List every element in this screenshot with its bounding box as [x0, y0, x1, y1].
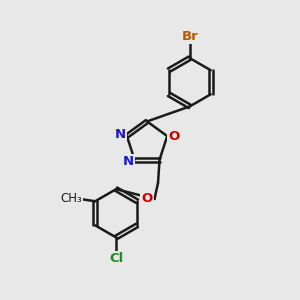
Text: O: O	[142, 193, 153, 206]
Text: Cl: Cl	[109, 252, 123, 265]
Text: CH₃: CH₃	[60, 192, 82, 206]
Text: O: O	[168, 130, 179, 142]
Text: N: N	[115, 128, 126, 141]
Text: N: N	[123, 155, 134, 168]
Text: Br: Br	[182, 30, 198, 44]
